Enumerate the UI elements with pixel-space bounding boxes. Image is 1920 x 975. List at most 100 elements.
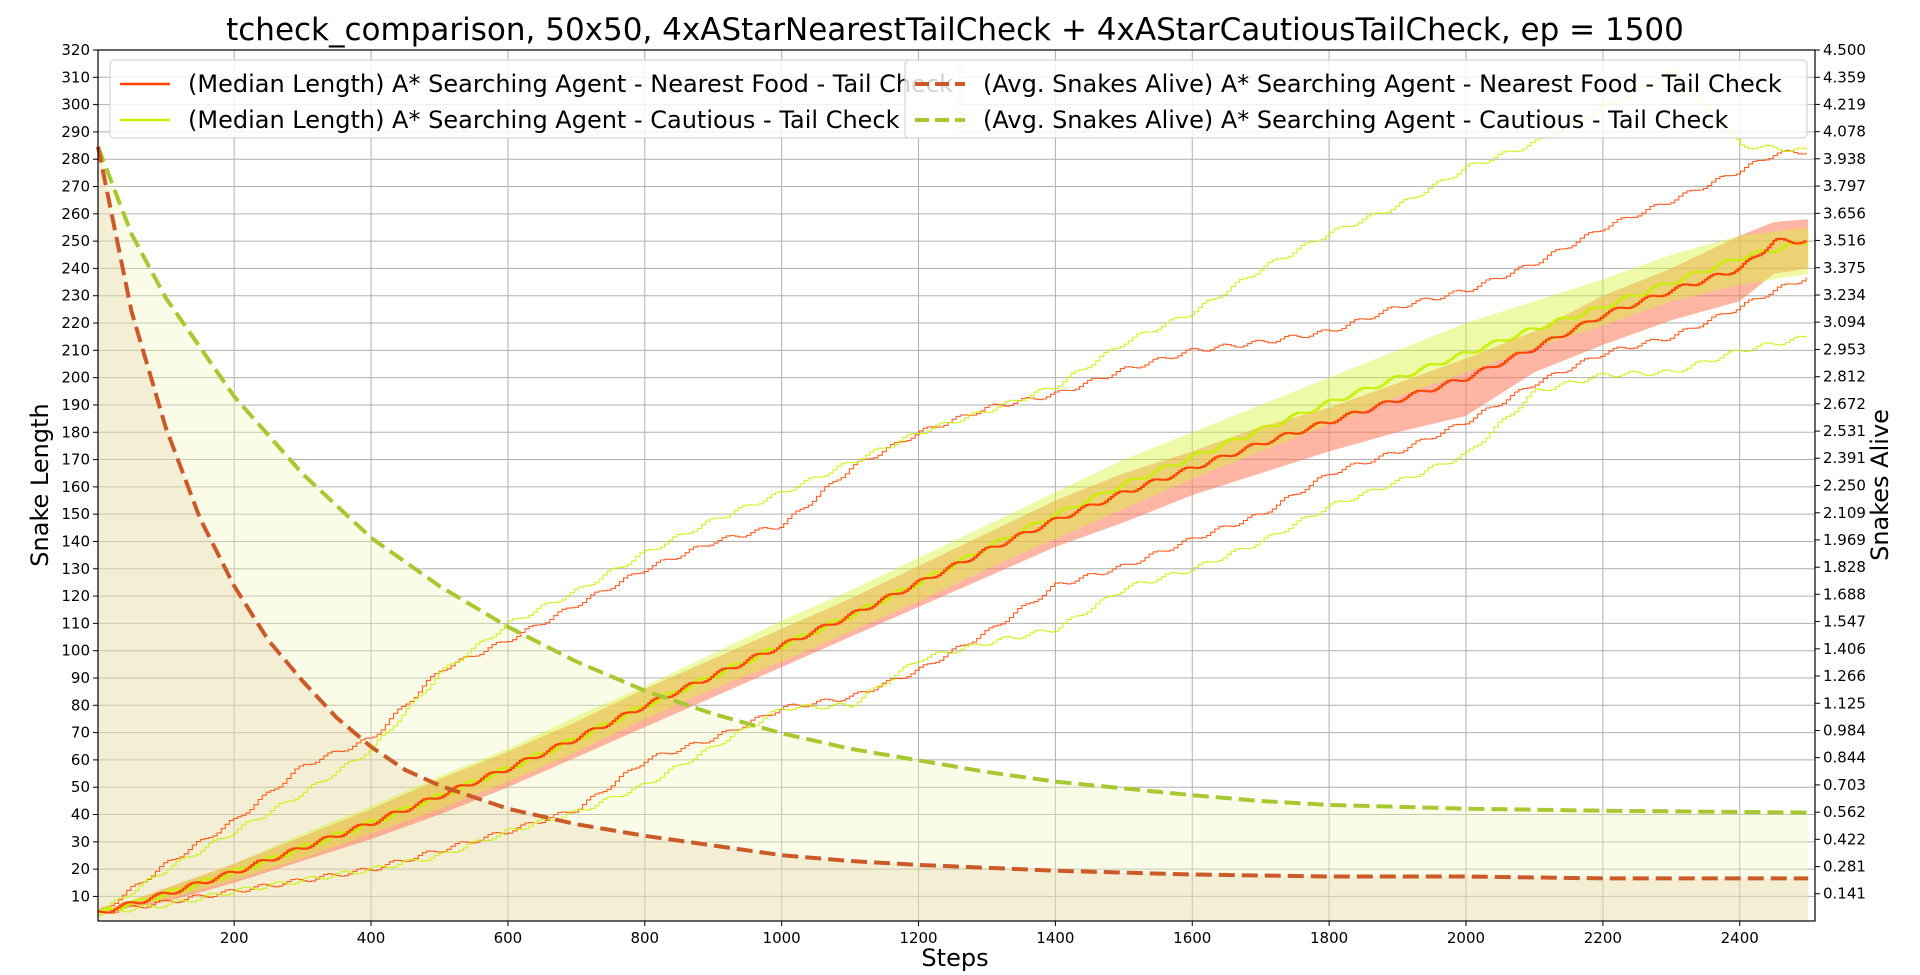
plot-background xyxy=(98,50,1815,921)
y2-tick-label: 0.844 xyxy=(1823,749,1866,767)
y-tick-label: 270 xyxy=(61,178,90,196)
y-tick-label: 10 xyxy=(71,887,90,905)
x-tick-label: 1200 xyxy=(899,929,937,947)
y2-tick-label: 2.531 xyxy=(1823,422,1866,440)
y-tick-label: 250 xyxy=(61,232,90,250)
x-tick-label: 400 xyxy=(357,929,386,947)
legend-left: (Median Length) A* Searching Agent - Nea… xyxy=(109,59,961,139)
min-length-line xyxy=(98,277,1807,914)
legend-entry: (Median Length) A* Searching Agent - Cau… xyxy=(188,106,900,134)
y-tick-label: 170 xyxy=(61,451,90,469)
y2-tick-label: 4.078 xyxy=(1823,123,1866,141)
y2-tick-label: 3.094 xyxy=(1823,313,1866,331)
y-tick-label: 320 xyxy=(61,41,90,59)
snakes-alive-line-cautious xyxy=(96,146,1809,815)
axis-ticks: 200 400 600 800 1000 1200 1400 1600 1800 2000 2200… xyxy=(61,41,1866,947)
y2-tick-label: 4.500 xyxy=(1823,41,1866,59)
legend-entry: (Median Length) A* Searching Agent - Nea… xyxy=(188,70,953,98)
y2-tick-label: 2.109 xyxy=(1823,504,1866,522)
x-tick-label: 1400 xyxy=(1036,929,1074,947)
legend-box xyxy=(904,59,1808,139)
y-tick-label: 70 xyxy=(71,724,90,742)
y-tick-label: 260 xyxy=(61,205,90,223)
x-tick-label: 2000 xyxy=(1447,929,1485,947)
y-tick-label: 40 xyxy=(71,806,90,824)
y-tick-label: 140 xyxy=(61,532,90,550)
y-tick-label: 20 xyxy=(71,860,90,878)
y2-tick-label: 0.141 xyxy=(1823,885,1866,903)
plot-area xyxy=(98,50,1815,921)
y-axis-label: Snake Length xyxy=(26,403,54,566)
max-length-line xyxy=(98,69,1807,916)
series-lines xyxy=(96,69,1809,916)
y-tick-label: 190 xyxy=(61,396,90,414)
y-tick-label: 130 xyxy=(61,560,90,578)
y2-tick-label: 4.219 xyxy=(1823,95,1866,113)
y-tick-label: 110 xyxy=(61,614,90,632)
y-tick-label: 280 xyxy=(61,150,90,168)
y2-tick-label: 3.656 xyxy=(1823,204,1866,222)
y2-tick-label: 3.375 xyxy=(1823,259,1866,277)
y2-tick-label: 0.984 xyxy=(1823,722,1866,740)
y-tick-label: 90 xyxy=(71,669,90,687)
y-tick-label: 160 xyxy=(61,478,90,496)
y-tick-label: 200 xyxy=(61,369,90,387)
min-length-line xyxy=(98,335,1807,915)
y-tick-label: 120 xyxy=(61,587,90,605)
y2-tick-label: 2.953 xyxy=(1823,340,1866,358)
y2-tick-label: 1.406 xyxy=(1823,640,1866,658)
legend-entry: (Avg. Snakes Alive) A* Searching Agent -… xyxy=(983,106,1728,134)
y2-tick-label: 1.547 xyxy=(1823,613,1866,631)
x-tick-label: 1000 xyxy=(763,929,801,947)
legend-right: (Avg. Snakes Alive) A* Searching Agent -… xyxy=(904,59,1808,139)
y-tick-label: 150 xyxy=(61,505,90,523)
y-tick-label: 210 xyxy=(61,341,90,359)
y2-tick-label: 0.562 xyxy=(1823,803,1866,821)
y2-tick-label: 2.391 xyxy=(1823,449,1866,467)
snakes-alive-area xyxy=(98,146,1809,922)
y2-tick-label: 2.250 xyxy=(1823,477,1866,495)
y-tick-label: 240 xyxy=(61,259,90,277)
y-tick-label: 80 xyxy=(71,696,90,714)
y-tick-label: 290 xyxy=(61,123,90,141)
y-tick-label: 100 xyxy=(61,642,90,660)
x-axis-label: Steps xyxy=(921,944,988,972)
median-band xyxy=(98,227,1809,913)
y2-tick-label: 1.688 xyxy=(1823,585,1866,603)
y2-tick-label: 3.234 xyxy=(1823,286,1866,304)
y-tick-label: 220 xyxy=(61,314,90,332)
y-tick-label: 230 xyxy=(61,287,90,305)
y2-tick-label: 0.281 xyxy=(1823,858,1866,876)
y2-tick-label: 1.125 xyxy=(1823,694,1866,712)
y2-tick-label: 0.422 xyxy=(1823,830,1866,848)
y2-tick-label: 1.828 xyxy=(1823,558,1866,576)
y-tick-label: 60 xyxy=(71,751,90,769)
series-fills xyxy=(98,146,1809,922)
x-tick-label: 800 xyxy=(630,929,659,947)
x-tick-label: 2400 xyxy=(1721,929,1759,947)
y2-axis-label: Snakes Alive xyxy=(1866,409,1894,561)
y-tick-label: 50 xyxy=(71,778,90,796)
legend-entry: (Avg. Snakes Alive) A* Searching Agent -… xyxy=(983,70,1782,98)
y-tick-label: 300 xyxy=(61,96,90,114)
y2-tick-label: 2.812 xyxy=(1823,368,1866,386)
y2-tick-label: 4.359 xyxy=(1823,68,1866,86)
x-tick-label: 600 xyxy=(494,929,523,947)
snakes-alive-line-nearest xyxy=(96,146,1809,881)
median-line-nearest xyxy=(98,237,1808,914)
y2-tick-label: 2.672 xyxy=(1823,395,1866,413)
x-tick-label: 200 xyxy=(220,929,249,947)
y-tick-label: 310 xyxy=(61,68,90,86)
x-tick-label: 1800 xyxy=(1310,929,1348,947)
x-tick-label: 1600 xyxy=(1173,929,1211,947)
y2-tick-label: 0.703 xyxy=(1823,776,1866,794)
y2-tick-label: 3.938 xyxy=(1823,150,1866,168)
y2-tick-label: 1.969 xyxy=(1823,531,1866,549)
y2-tick-label: 3.797 xyxy=(1823,177,1866,195)
y-tick-label: 30 xyxy=(71,833,90,851)
y2-tick-label: 1.266 xyxy=(1823,667,1866,685)
y-tick-label: 180 xyxy=(61,423,90,441)
snakes-alive-area xyxy=(98,146,1809,922)
chart-title: tcheck_comparison, 50x50, 4xAStarNearest… xyxy=(226,12,1684,48)
